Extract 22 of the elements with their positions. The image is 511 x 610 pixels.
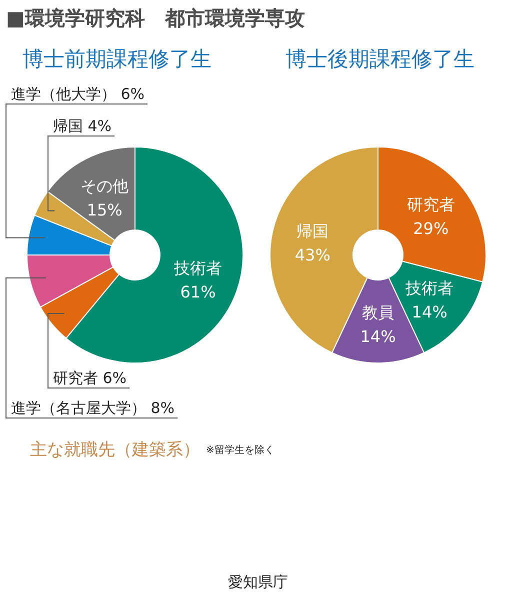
data-label: 61% [180,282,216,302]
slice-label: 技術者 [173,258,222,278]
chart-title: 博士後期課程修了生 [286,47,474,71]
slice-label: 帰国 4% [53,117,112,135]
slice-label: 進学（名古屋大学） 8% [11,399,175,417]
text: 愛知県庁 [228,573,288,591]
data-label: 14% [412,302,448,322]
text: 主な就職先（建築系） [30,440,200,460]
slice-label: 研究者 6% [53,369,127,387]
slice-label: その他 [80,176,129,196]
text: ※留学生を除く [206,444,274,456]
slice-label: 研究者 [406,194,455,214]
data-label: 29% [413,218,449,238]
slice-label: 技術者 [404,278,454,298]
slice-label: 教員 [362,302,394,322]
slice-label: 帰国 [296,221,329,240]
chart-subtitle: 博士前期課程修了生 [22,47,212,71]
data-label: 15% [86,200,122,220]
chart-title: ■環境学研究科 都市環境学専攻 [6,6,305,30]
slice-label: 進学（他大学） 6% [11,85,145,103]
data-label: 43% [294,245,330,264]
data-label: 14% [360,326,396,346]
